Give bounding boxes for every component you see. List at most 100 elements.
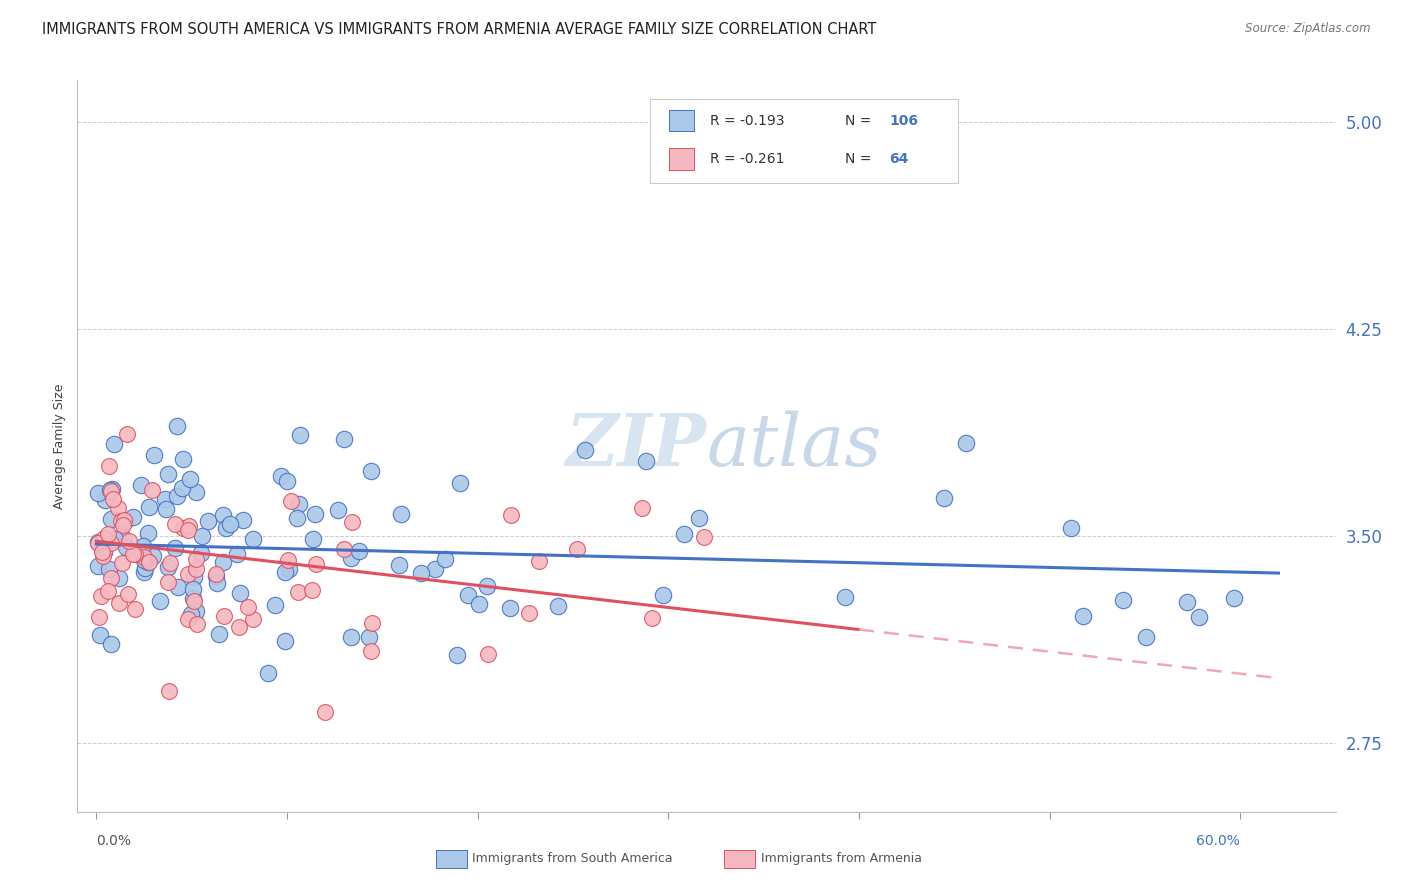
Point [167,580,190,594]
Point [163,541,186,555]
Point [302,532,325,546]
Point [457,588,479,602]
Point [360,615,382,630]
Point [114,514,136,528]
Text: ZIP: ZIP [565,410,707,482]
Text: N =: N = [845,152,872,166]
Bar [650,99,959,183]
Point [574,442,596,457]
Point [91,545,114,559]
Text: 60.0%: 60.0% [1197,834,1240,847]
Point [100,571,122,585]
Point [141,483,163,498]
Point [94,493,117,508]
Point [134,553,156,567]
Point [97,584,120,599]
Point [630,500,652,515]
Point [156,560,179,574]
Point [112,512,135,526]
Point [143,448,166,462]
Point [134,561,156,575]
Point [360,644,382,658]
Point [205,576,228,591]
Text: 0.0%: 0.0% [97,834,131,847]
Point [108,571,131,585]
Point [672,527,695,541]
Point [212,555,235,569]
Point [176,523,198,537]
Point [340,550,363,565]
Point [287,584,309,599]
Point [87,536,110,550]
Point [97,526,120,541]
Point [184,552,207,566]
Point [104,532,127,546]
Point [547,599,569,614]
Point [242,612,264,626]
Point [499,508,522,522]
Point [340,515,363,529]
Point [155,491,177,506]
Point [97,561,120,575]
Point [112,531,135,545]
Point [159,684,181,698]
Point [132,539,155,553]
Point [425,562,447,576]
Point [132,550,155,565]
Point [228,620,250,634]
Point [136,555,159,569]
Point [446,648,468,662]
Point [328,503,350,517]
Point [565,542,588,557]
Point [184,604,207,618]
Point [177,566,200,581]
Point [1222,591,1244,605]
Point [87,535,110,549]
Point [184,562,207,576]
Point [264,598,287,612]
Point [108,596,131,610]
Bar [669,147,695,169]
Point [409,566,432,580]
Point [134,565,156,579]
Point [112,518,135,533]
Point [172,520,194,534]
Text: 106: 106 [889,113,918,128]
Point [124,602,146,616]
Point [180,607,202,621]
Point [100,536,122,550]
Point [91,549,114,564]
Point [277,553,299,567]
Point [274,565,297,579]
Text: IMMIGRANTS FROM SOUTH AMERICA VS IMMIGRANTS FROM ARMENIA AVERAGE FAMILY SIZE COR: IMMIGRANTS FROM SOUTH AMERICA VS IMMIGRA… [42,22,876,37]
Point [229,586,252,600]
Text: Immigrants from Armenia: Immigrants from Armenia [761,853,922,865]
Point [155,501,177,516]
Point [118,533,141,548]
Point [517,606,540,620]
Point [103,436,125,450]
Point [357,630,380,644]
Point [205,567,228,582]
Point [1135,630,1157,644]
Point [181,591,204,605]
Point [181,582,204,597]
Point [121,510,143,524]
Point [186,617,208,632]
Point [232,512,254,526]
Point [288,497,311,511]
Point [138,500,160,514]
Point [314,705,336,719]
Point [87,610,110,624]
Point [347,544,370,558]
Point [100,483,122,497]
Point [101,482,124,496]
Point [280,493,302,508]
Point [136,526,159,541]
Point [179,519,201,533]
Point [688,510,710,524]
Point [389,507,412,521]
Point [274,634,297,648]
Point [191,529,214,543]
Point [179,472,201,486]
